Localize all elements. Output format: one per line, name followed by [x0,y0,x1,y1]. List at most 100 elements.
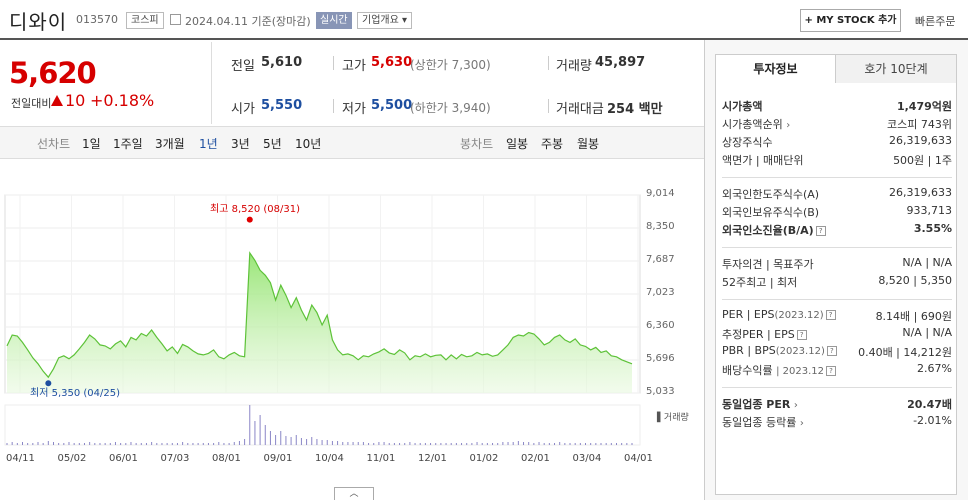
stock-code: 013570 [76,13,118,26]
stock-name: 디와이 [9,10,68,34]
x-tick-label: 05/02 [57,453,87,464]
row-opinion: 투자의견 | 목표주가 N/A | N/A [722,256,952,271]
row-pbr: PBR | BPS(2023.12)? 0.40배 | 14,212원 [722,344,952,359]
x-tick-label: 10/04 [315,453,344,464]
period-1d[interactable]: 1일 [82,137,101,151]
low-value: 5,500 [371,98,413,113]
price-area [7,252,632,393]
divider [722,299,952,300]
x-tick-label: 04/01 [624,453,653,464]
row-industry-per[interactable]: 동일업종 PER › 20.47배 [722,398,952,411]
line-chart-label: 선차트 [37,137,71,151]
divider [548,99,549,113]
help-icon[interactable]: ? [796,330,807,340]
row-foreign-hold: 외국인보유주식수(B) 933,713 [722,204,952,219]
divider [548,56,549,70]
period-5y[interactable]: 5년 [263,137,282,151]
change-percent: +0.18% [90,91,155,110]
row-foreign-ratio: 외국인소진율(B/A)? 3.55% [722,222,952,237]
x-tick-label: 03/04 [572,453,602,464]
x-tick-label: 12/01 [418,453,447,464]
open-label: 시가 [231,102,255,117]
divider [722,387,952,388]
volume-label: 거래량 [556,59,592,74]
trade-value-label: 거래대금 [556,102,604,117]
tab-hoga-10[interactable]: 호가 10단계 [835,54,957,84]
x-tick-label: 02/01 [521,453,550,464]
x-tick-label: 08/01 [212,453,241,464]
current-price-box: 5,620 전일대비 10 +0.18% [0,42,212,124]
volume-legend: ▌거래량 [657,413,689,423]
price-line [6,251,633,379]
company-overview-dropdown[interactable]: 기업개요 ▾ [357,12,413,29]
x-tick-label: 07/03 [160,453,190,464]
high-annotation: 최고 8,520 (08/31) [210,204,301,215]
y-tick-label: 8,350 [646,221,675,232]
up-triangle-icon [51,95,63,106]
side-tabs: 투자정보 호가 10단계 [715,54,957,84]
quick-order-link[interactable]: 빠른주문 [915,15,956,28]
x-tick-label: 04/11 [6,453,35,464]
row-par-value: 액면가 | 매매단위 500원 | 1주 [722,154,952,167]
stock-header: 디와이 013570 코스피 2024.04.11 기준(장마감) 실시간 기업… [0,0,968,40]
candle-monthly[interactable]: 월봉 [577,137,600,151]
period-1y[interactable]: 1년 [199,137,218,151]
divider [722,177,952,178]
row-est-per: 추정PER | EPS? N/A | N/A [722,326,952,341]
row-dividend: 배당수익률 | 2023.12? 2.67% [722,362,952,377]
period-1w[interactable]: 1주일 [113,137,143,151]
row-52w: 52주최고 | 최저 8,520 | 5,350 [722,274,952,289]
market-badge: 코스피 [126,12,164,29]
change-value: 10 [65,91,86,110]
divider [333,56,334,70]
low-label: 저가 [342,102,366,117]
y-tick-label: 5,696 [646,353,675,364]
collapse-chart-button[interactable]: ︿ [334,487,374,500]
x-tick-label: 11/01 [366,453,396,464]
help-icon[interactable]: ? [826,346,837,356]
upper-limit: (상한가 7,300) [410,58,491,72]
price-chart[interactable]: 9,014 8,350 7,687 7,023 6,360 5,696 5,033 04/1… [0,160,704,500]
realtime-badge[interactable]: 실시간 [316,12,352,29]
y-tick-label: 6,360 [646,320,675,331]
period-3m[interactable]: 3개월 [155,137,185,151]
prev-close-value: 5,610 [261,55,303,70]
row-foreign-limit: 외국인한도주식수(A) 26,319,633 [722,186,952,201]
price-chart-svg [4,194,641,446]
candle-chart-label: 봉차트 [460,137,494,151]
y-tick-label: 7,687 [646,254,675,265]
help-icon[interactable]: ? [826,366,837,376]
row-market-cap-rank[interactable]: 시가총액순위 › 코스피 743위 [722,118,952,131]
volume-frame [4,404,641,446]
row-industry-change[interactable]: 동일업종 등락률 › -2.01% [722,414,952,429]
candle-weekly[interactable]: 주봉 [541,137,564,151]
period-3y[interactable]: 3년 [231,137,250,151]
prev-close-label: 전일 [231,59,255,74]
help-icon[interactable]: ? [825,310,836,320]
row-per: PER | EPS(2023.12)? 8.14배 | 690원 [722,308,952,323]
row-market-cap: 시가총액 1,479억원 [722,100,952,113]
lower-limit: (하한가 3,940) [410,101,491,115]
my-stock-add-button[interactable]: + MY STOCK 추가 [800,9,901,32]
divider [722,247,952,248]
quote-date: 2024.04.11 기준(장마감) [185,15,311,28]
tab-investment-info[interactable]: 투자정보 [715,54,836,84]
chart-period-bar: 선차트 1일 1주일 3개월 1년 3년 5년 10년 봉차트 일봉 주봉 월봉 [0,126,704,159]
period-10y[interactable]: 10년 [295,137,322,151]
help-icon[interactable]: ? [815,226,826,236]
divider [333,99,334,113]
candle-daily[interactable]: 일봉 [506,137,529,151]
x-tick-label: 01/02 [469,453,499,464]
low-annotation: 최저 5,350 (04/25) [30,388,121,399]
y-tick-label: 9,014 [646,188,675,199]
volume-value: 45,897 [595,55,646,70]
x-tick-label: 09/01 [263,453,293,464]
change-label: 전일대비 [11,97,52,110]
x-tick-label: 06/01 [109,453,138,464]
investment-info-panel: 투자정보 호가 10단계 시가총액 1,479억원 시가총액순위 › 코스피 743… [704,40,968,500]
high-label: 고가 [342,59,366,74]
low-marker [45,380,52,387]
y-tick-label: 7,023 [646,287,675,298]
high-value: 5,630 [371,55,413,70]
open-value: 5,550 [261,98,303,113]
